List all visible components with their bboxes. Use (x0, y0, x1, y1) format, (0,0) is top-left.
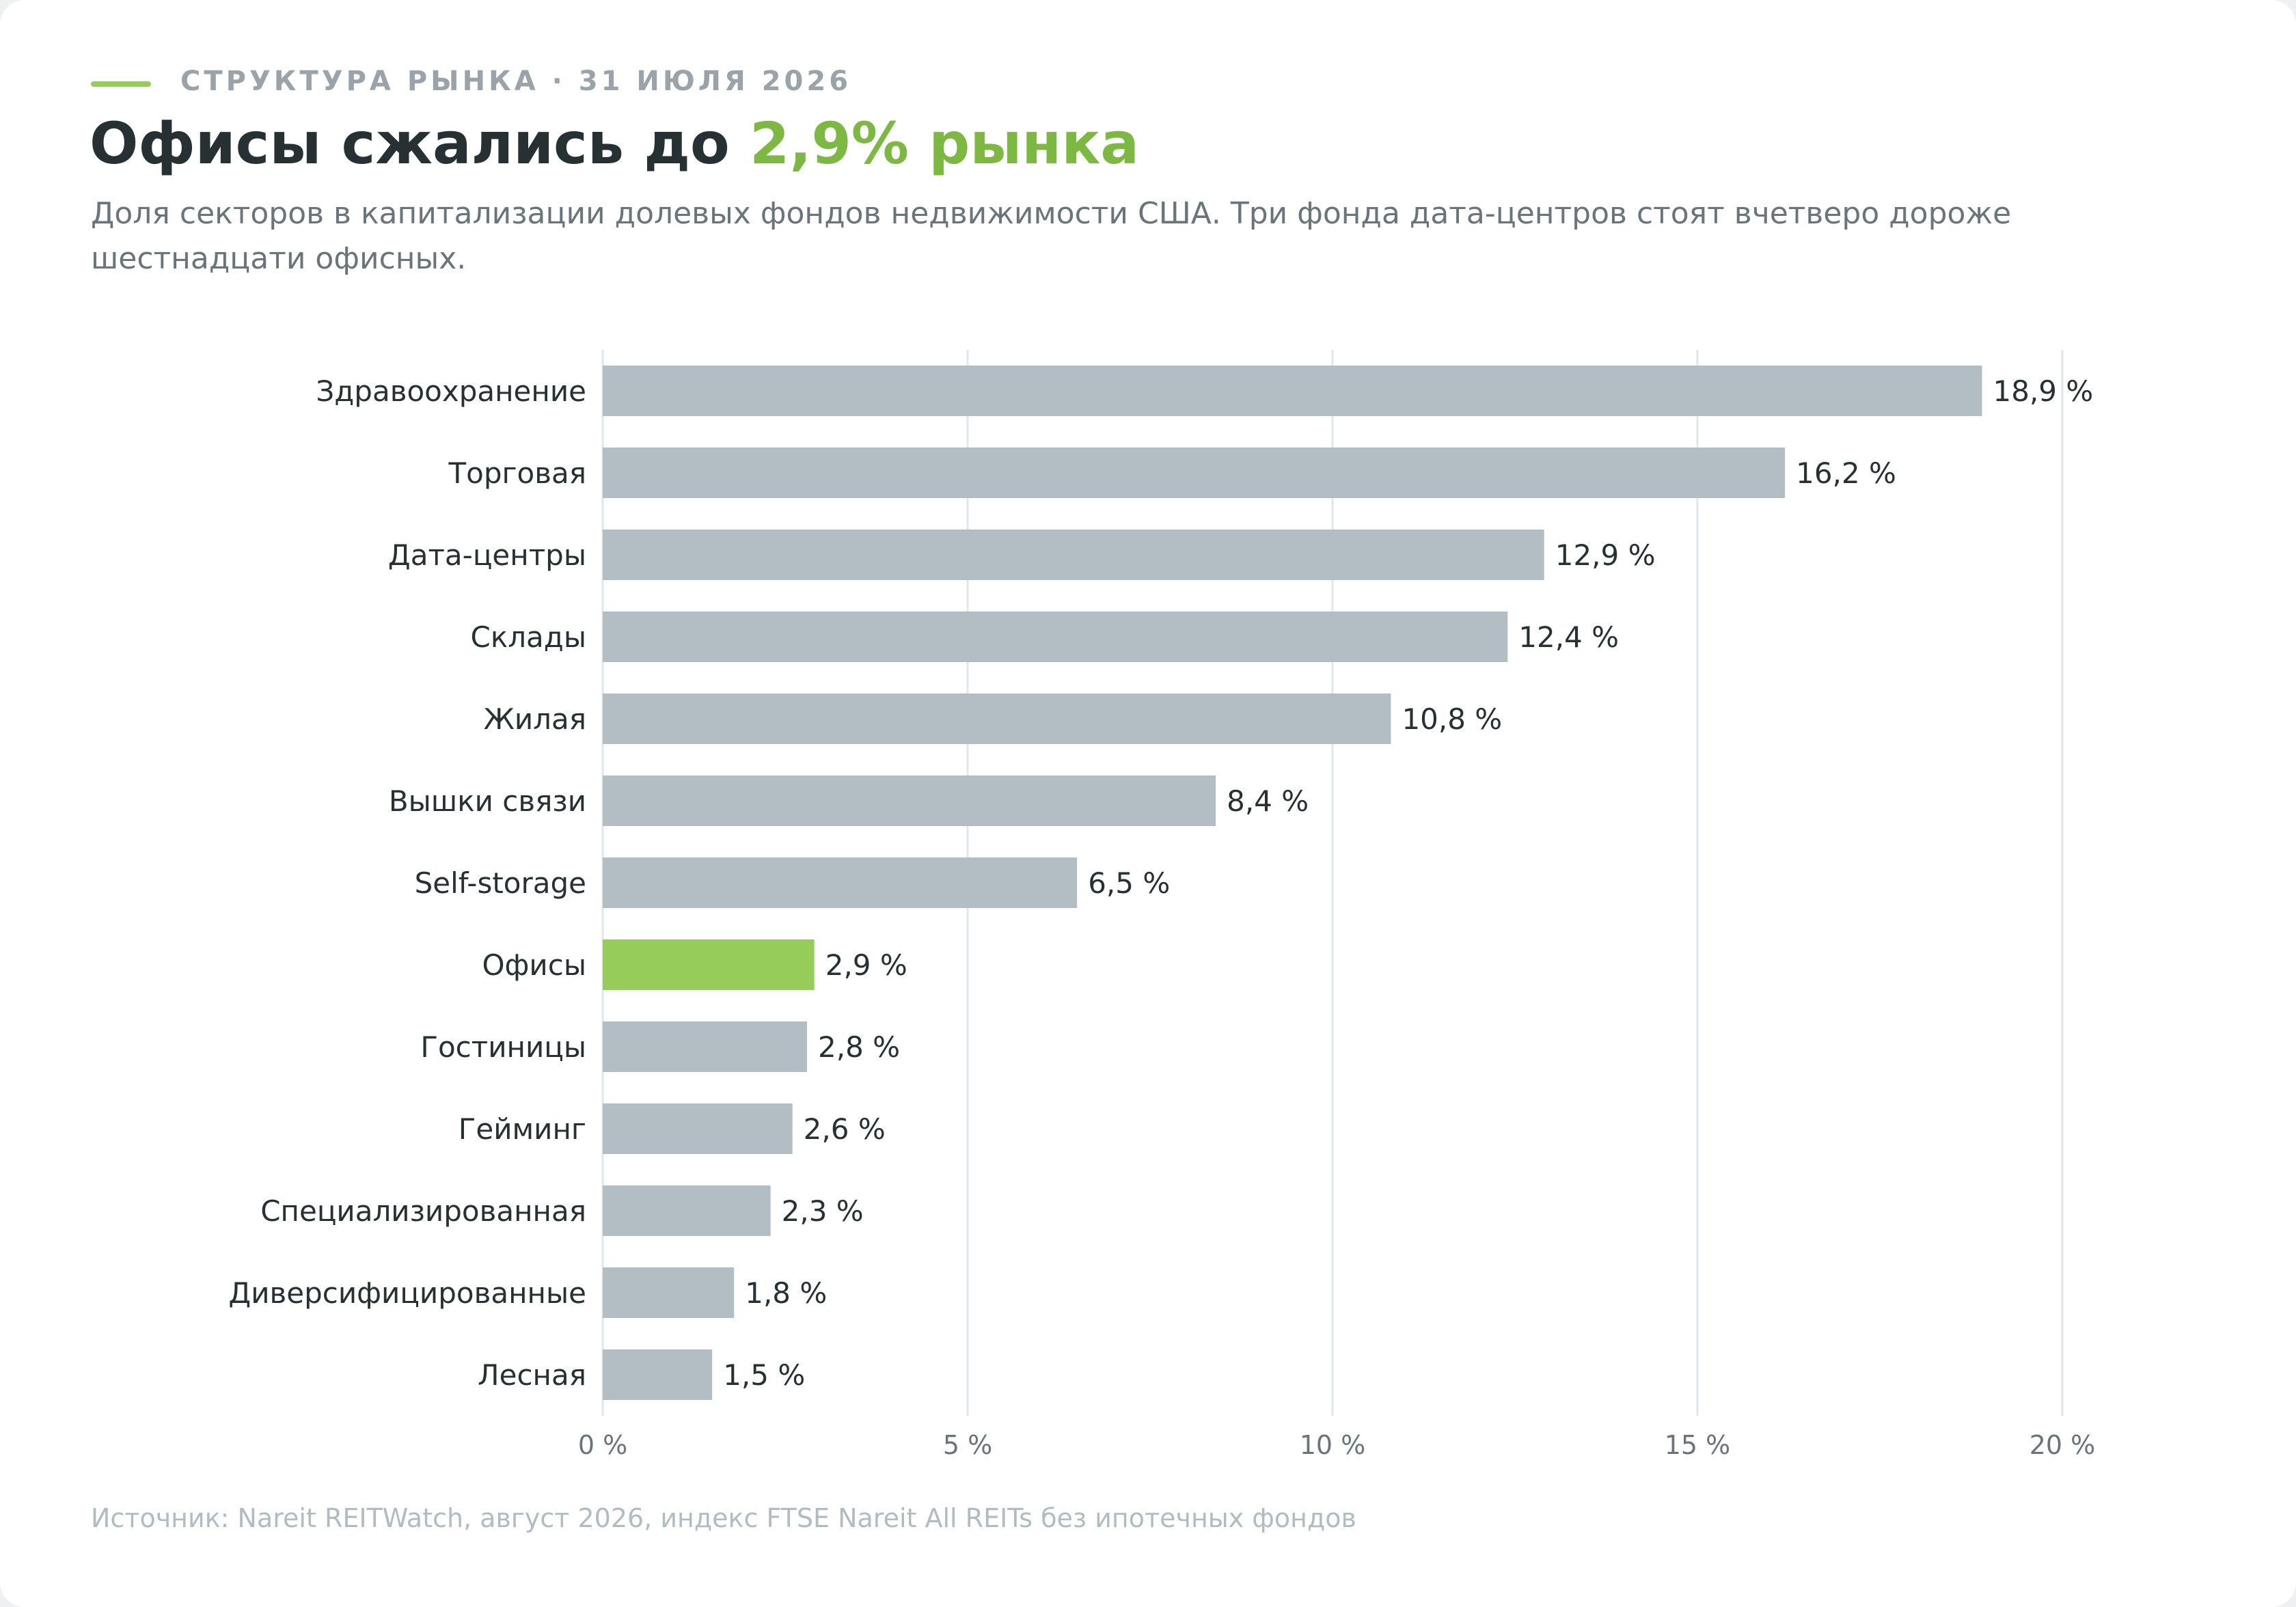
value-label: 1,5 % (723, 1358, 805, 1392)
bar (603, 857, 1078, 908)
value-label: 12,4 % (1518, 620, 1619, 654)
bar (603, 775, 1216, 826)
category-label: Жилая (484, 702, 586, 736)
x-tick-label: 20 % (2030, 1430, 2096, 1460)
chart-title: Офисы сжались до 2,9% рынка (90, 109, 1139, 178)
chart-subtitle: Доля секторов в капитализации долевых фо… (91, 196, 2012, 276)
value-label: 2,9 % (825, 948, 907, 982)
x-tick-label: 10 % (1300, 1430, 1366, 1460)
category-label: Офисы (482, 948, 586, 982)
bar (603, 366, 1982, 416)
x-tick-label: 15 % (1665, 1430, 1731, 1460)
bar-highlight (603, 939, 815, 990)
category-label: Торговая (448, 456, 586, 490)
category-label: Склады (471, 620, 586, 654)
category-label: Вышки связи (389, 784, 586, 818)
eyebrow-accent-line (91, 81, 151, 87)
bar (603, 1349, 713, 1400)
category-label: Лесная (478, 1358, 586, 1392)
bar (603, 1021, 808, 1072)
bar (603, 1267, 735, 1318)
value-label: 10,8 % (1402, 702, 1502, 736)
value-label: 8,4 % (1227, 784, 1309, 818)
value-label: 16,2 % (1796, 456, 1896, 490)
value-label: 12,9 % (1555, 538, 1656, 572)
bar (603, 612, 1508, 662)
bar (603, 448, 1786, 498)
bar (603, 1103, 793, 1154)
x-tick-label: 5 % (943, 1430, 992, 1460)
category-label: Self-storage (415, 866, 586, 900)
chart-title-accent: 2,9% рынка (750, 110, 1140, 177)
value-label: 18,9 % (1993, 374, 2094, 408)
category-label: Диверсифицированные (228, 1276, 586, 1310)
value-label: 1,8 % (745, 1276, 827, 1310)
value-label: 2,8 % (818, 1030, 900, 1064)
chart-title-main: Офисы сжались до (90, 110, 750, 177)
bar (603, 530, 1544, 580)
value-label: 6,5 % (1088, 866, 1170, 900)
value-label: 2,6 % (804, 1112, 886, 1146)
x-tick-label: 0 % (578, 1430, 627, 1460)
category-label: Здравоохранение (316, 374, 586, 408)
value-label: 2,3 % (782, 1194, 864, 1228)
bar (603, 693, 1391, 744)
eyebrow-label: СТРУКТУРА РЫНКА · 31 ИЮЛЯ 2026 (180, 66, 852, 97)
category-label: Специализированная (260, 1194, 586, 1228)
category-label: Дата-центры (388, 538, 586, 572)
source-note: Источник: Nareit REITWatch, август 2026,… (91, 1503, 1356, 1533)
category-label: Гейминг (459, 1112, 586, 1146)
bar (603, 1185, 771, 1236)
category-label: Гостиницы (420, 1030, 586, 1064)
